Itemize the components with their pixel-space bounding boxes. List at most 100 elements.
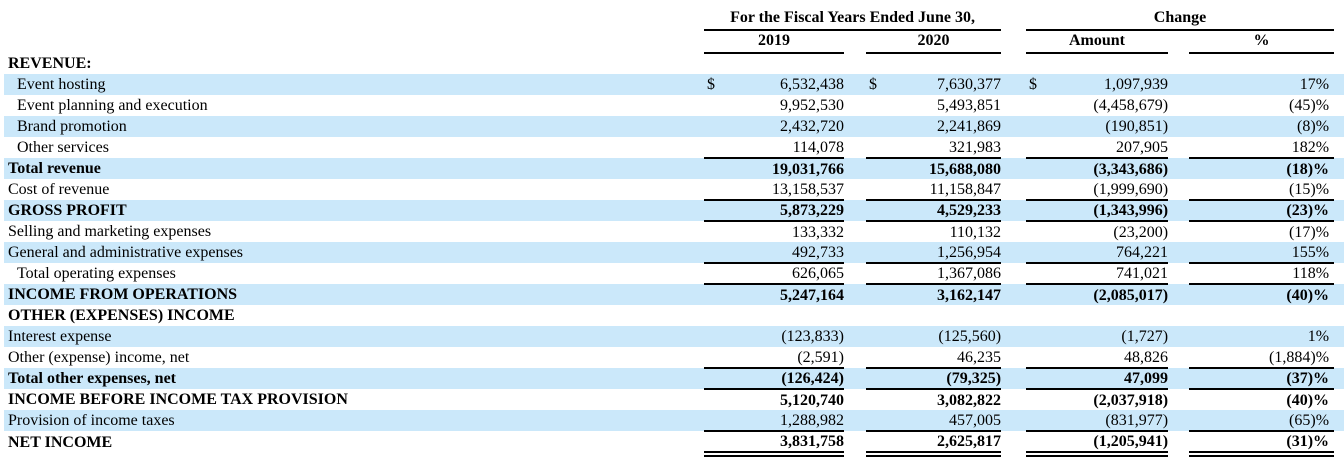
value-2019: 114,078 [704, 137, 844, 158]
value-2020-number: 457,005 [949, 411, 1002, 429]
column-gap [1001, 410, 1027, 431]
change-amount: (1,727) [1026, 326, 1169, 347]
value-2019: 2,432,720 [704, 116, 844, 137]
row-label: Provision of income taxes [4, 410, 704, 431]
column-gap [844, 410, 866, 431]
column-gap [1001, 74, 1027, 95]
table-row: INCOME FROM OPERATIONS 5,247,164 3,162,1… [4, 283, 1344, 305]
row-end-spacer [1334, 30, 1344, 53]
table-row: GROSS PROFIT 5,873,229 4,529,233 (1,343,… [4, 199, 1344, 222]
value-2019: 626,065 [704, 262, 844, 284]
column-gap [844, 368, 866, 389]
value-2020: 15,688,080 [866, 157, 1002, 179]
row-label: Total operating expenses [17, 265, 176, 282]
value-2019-number: 5,247,164 [780, 286, 844, 304]
change-amount: (831,977) [1026, 410, 1169, 431]
value-2020: (125,560) [866, 326, 1002, 347]
change-percent: (1,884)% [1269, 348, 1330, 366]
column-gap [1168, 263, 1189, 284]
change-amount-number: (1,999,690) [1093, 180, 1169, 198]
row-end-spacer [1334, 221, 1344, 242]
column-gap [1001, 326, 1027, 347]
change-percent: (40)% [1286, 391, 1330, 409]
change-amount: 764,221 [1026, 242, 1169, 263]
value-2019-number: 5,120,740 [780, 391, 844, 409]
row-end-spacer [1334, 242, 1344, 263]
change-amount: (2,085,017) [1026, 283, 1169, 305]
value-2020-number: 110,132 [949, 223, 1002, 241]
column-gap [1168, 305, 1189, 326]
change-amount-number: 764,221 [1116, 243, 1169, 261]
row-end-spacer [1334, 74, 1344, 95]
column-gap [1168, 368, 1190, 389]
change-amount: $1,097,939 [1026, 74, 1169, 95]
value-2020: 4,529,233 [866, 199, 1002, 222]
table-row: Event planning and execution 9,952,530 5… [4, 95, 1344, 116]
change-amount-number: 207,905 [1116, 138, 1169, 156]
column-gap [1001, 95, 1026, 116]
change-amount: (4,458,679) [1026, 95, 1168, 116]
row-end-spacer [1334, 305, 1344, 326]
table-row: Total operating expenses 626,065 1,367,0… [4, 262, 1344, 284]
row-end-spacer [1334, 53, 1344, 74]
change-amount: 48,826 [1026, 347, 1168, 368]
column-gap [1168, 53, 1189, 74]
change-amount: 741,021 [1026, 262, 1169, 284]
value-2020: 11,158,847 [866, 179, 1001, 200]
column-gap [1001, 137, 1026, 158]
value-2020: 3,162,147 [866, 283, 1002, 305]
column-header-2020: 2020 [866, 30, 1002, 54]
value-2019: (126,424) [704, 367, 844, 390]
row-label: Total other expenses, net [4, 368, 704, 389]
column-gap [844, 389, 866, 410]
row-end-spacer [1334, 326, 1344, 347]
column-gap [1001, 284, 1027, 305]
column-gap [1168, 326, 1190, 347]
column-gap [1001, 158, 1027, 179]
value-2020: 1,256,954 [866, 242, 1002, 263]
column-gap [1168, 116, 1190, 137]
value-2020: 321,983 [866, 137, 1001, 158]
value-2020-number: 7,630,377 [937, 76, 1002, 93]
column-gap [1168, 284, 1190, 305]
value-2020-number: 1,256,954 [937, 243, 1002, 261]
change-amount-number: 1,097,939 [1104, 76, 1169, 93]
column-gap [1168, 431, 1189, 454]
value-2019: 5,873,229 [704, 199, 844, 222]
column-gap [1168, 30, 1189, 53]
change-amount-number: (2,085,017) [1093, 286, 1169, 304]
change-percent [1189, 53, 1334, 74]
column-gap [1001, 30, 1026, 53]
value-2020: (79,325) [866, 367, 1002, 390]
column-gap [1168, 179, 1189, 200]
row-label: Event planning and execution [17, 97, 208, 114]
table-header: For the Fiscal Years Ended June 30, Chan… [4, 3, 1344, 54]
column-gap [1168, 410, 1190, 431]
value-2019-number: 13,158,537 [772, 180, 844, 198]
row-label: Other (expense) income, net [8, 349, 190, 366]
change-percent: 182% [1291, 138, 1330, 156]
change-percent: (23)% [1189, 199, 1335, 222]
value-2020-number: 15,688,080 [929, 160, 1002, 178]
value-2020: $7,630,377 [866, 74, 1002, 95]
row-end-spacer [1334, 158, 1344, 179]
value-2019: 133,332 [704, 221, 844, 242]
column-header-percent: % [1189, 30, 1335, 54]
column-gap [844, 30, 866, 53]
column-gap [1168, 137, 1189, 158]
row-label: Brand promotion [4, 116, 704, 137]
row-end-spacer [1334, 95, 1344, 116]
change-amount: (1,205,941) [1026, 430, 1169, 457]
column-gap [1168, 242, 1190, 263]
change-amount-number: (2,037,918) [1093, 391, 1169, 409]
header-label-spacer [4, 30, 704, 53]
table-row: Total revenue 19,031,766 15,688,080 (3,3… [4, 157, 1344, 179]
change-percent: 155% [1189, 242, 1335, 263]
column-gap [844, 137, 866, 158]
column-gap [1001, 368, 1027, 389]
column-gap [844, 263, 866, 284]
row-end-spacer [1334, 137, 1344, 158]
row-label: General and administrative expenses [4, 242, 704, 263]
row-label: NET INCOME [8, 434, 113, 451]
row-label: Interest expense [4, 326, 704, 347]
